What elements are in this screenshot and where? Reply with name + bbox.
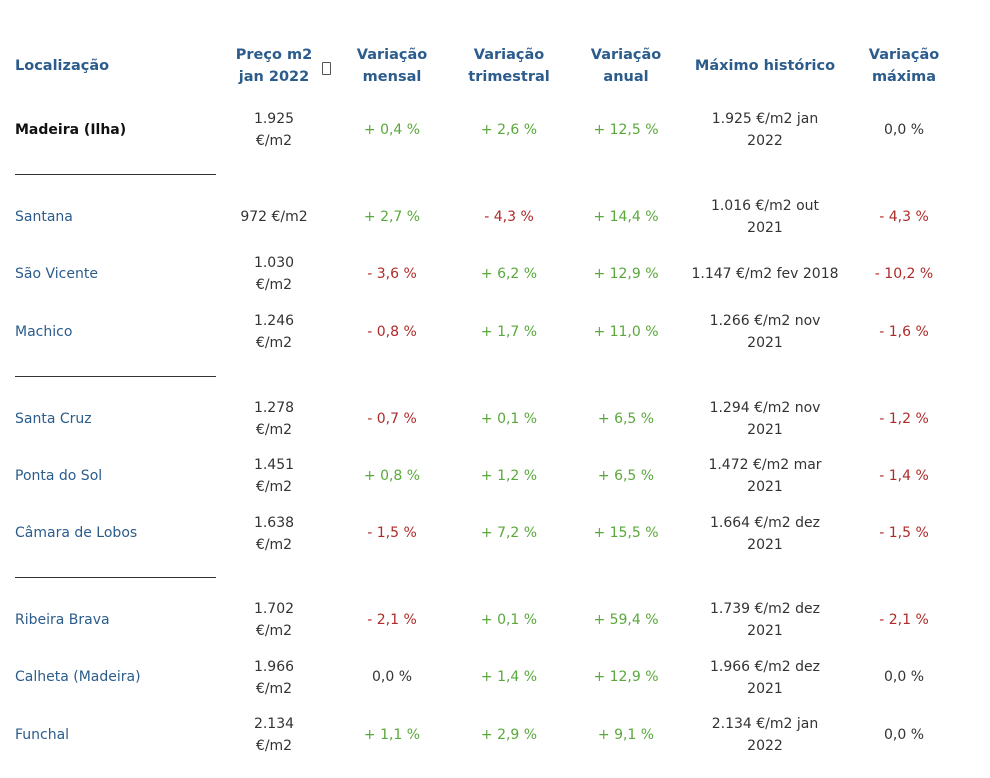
- monthly-cell: - 0,8 %: [367, 324, 417, 340]
- max-hist-cell: 1.294 €/m2 nov 2021: [709, 400, 821, 438]
- group-divider: [15, 174, 216, 175]
- max-var-cell: - 2,1 %: [879, 612, 929, 628]
- price-cell: 1.030 €/m2: [253, 255, 295, 293]
- col-header-monthly[interactable]: Variação mensal: [356, 47, 428, 85]
- location-name[interactable]: Câmara de Lobos: [15, 525, 138, 541]
- quarterly-cell: + 2,9 %: [480, 727, 538, 743]
- max-var-cell: - 1,5 %: [879, 525, 929, 541]
- max-hist-cell: 1.016 €/m2 out 2021: [710, 198, 820, 236]
- max-hist-cell: 2.134 €/m2 jan 2022: [711, 716, 819, 754]
- price-cell: 1.451 €/m2: [253, 457, 295, 495]
- location-name[interactable]: Ponta do Sol: [15, 468, 103, 484]
- price-cell: 1.278 €/m2: [253, 400, 295, 438]
- quarterly-cell: + 6,2 %: [480, 266, 538, 282]
- col-header-annual[interactable]: Variação anual: [590, 47, 662, 85]
- location-name[interactable]: Santana: [15, 209, 73, 225]
- monthly-cell: - 3,6 %: [367, 266, 417, 282]
- max-hist-cell: 1.739 €/m2 dez 2021: [710, 601, 820, 639]
- price-cell: 2.134 €/m2: [253, 716, 295, 754]
- max-hist-cell: 1.664 €/m2 dez 2021: [710, 515, 820, 553]
- location-name[interactable]: Funchal: [15, 727, 70, 743]
- annual-cell: + 11,0 %: [593, 324, 659, 340]
- price-cell: 1.246 €/m2: [253, 313, 295, 351]
- max-var-cell: 0,0 %: [883, 122, 925, 138]
- annual-cell: + 12,5 %: [593, 122, 659, 138]
- annual-cell: + 15,5 %: [593, 525, 659, 541]
- monthly-cell: + 0,8 %: [363, 468, 421, 484]
- max-var-cell: 0,0 %: [883, 669, 925, 685]
- location-name[interactable]: Calheta (Madeira): [15, 669, 141, 685]
- location-name[interactable]: Ribeira Brava: [15, 612, 110, 628]
- quarterly-cell: + 0,1 %: [480, 411, 538, 427]
- annual-cell: + 12,9 %: [593, 669, 659, 685]
- quarterly-cell: + 1,2 %: [480, 468, 538, 484]
- quarterly-cell: + 1,7 %: [480, 324, 538, 340]
- quarterly-cell: + 1,4 %: [480, 669, 538, 685]
- quarterly-cell: + 7,2 %: [480, 525, 538, 541]
- max-hist-cell: 1.147 €/m2 fev 2018: [691, 266, 839, 282]
- price-cell: 1.925 €/m2: [253, 111, 295, 149]
- location-name[interactable]: Santa Cruz: [15, 411, 92, 427]
- col-header-max-var[interactable]: Variação máxima: [868, 47, 940, 85]
- col-header-max-hist[interactable]: Máximo histórico: [694, 58, 836, 74]
- monthly-cell: - 2,1 %: [367, 612, 417, 628]
- annual-cell: + 6,5 %: [597, 411, 655, 427]
- max-var-cell: 0,0 %: [883, 727, 925, 743]
- price-cell: 1.638 €/m2: [253, 515, 295, 553]
- location-name[interactable]: Machico: [15, 324, 73, 340]
- price-cell: 1.702 €/m2: [253, 601, 295, 639]
- price-cell: 1.966 €/m2: [253, 659, 295, 697]
- col-header-quarterly[interactable]: Variação trimestral: [468, 47, 550, 85]
- monthly-cell: + 0,4 %: [363, 122, 421, 138]
- max-var-cell: - 10,2 %: [874, 266, 934, 282]
- location-name: Madeira (Ilha): [15, 122, 127, 138]
- quarterly-cell: + 2,6 %: [480, 122, 538, 138]
- col-header-location[interactable]: Localização: [15, 58, 110, 74]
- location-name[interactable]: São Vicente: [15, 266, 98, 282]
- monthly-cell: - 1,5 %: [367, 525, 417, 541]
- quarterly-cell: + 0,1 %: [480, 612, 538, 628]
- annual-cell: + 14,4 %: [593, 209, 659, 225]
- max-var-cell: - 4,3 %: [879, 209, 929, 225]
- monthly-cell: + 1,1 %: [363, 727, 421, 743]
- max-var-cell: - 1,4 %: [879, 468, 929, 484]
- sort-icon[interactable]: [322, 62, 331, 75]
- monthly-cell: - 0,7 %: [367, 411, 417, 427]
- monthly-cell: + 2,7 %: [363, 209, 421, 225]
- price-cell: 972 €/m2: [240, 209, 308, 225]
- annual-cell: + 9,1 %: [597, 727, 655, 743]
- group-divider: [15, 376, 216, 377]
- monthly-cell: 0,0 %: [371, 669, 413, 685]
- max-hist-cell: 1.472 €/m2 mar 2021: [708, 457, 822, 495]
- max-var-cell: - 1,2 %: [879, 411, 929, 427]
- max-var-cell: - 1,6 %: [879, 324, 929, 340]
- max-hist-cell: 1.266 €/m2 nov 2021: [709, 313, 821, 351]
- group-divider: [15, 577, 216, 578]
- annual-cell: + 59,4 %: [593, 612, 659, 628]
- annual-cell: + 12,9 %: [593, 266, 659, 282]
- annual-cell: + 6,5 %: [597, 468, 655, 484]
- quarterly-cell: - 4,3 %: [484, 209, 534, 225]
- max-hist-cell: 1.966 €/m2 dez 2021: [710, 659, 820, 697]
- max-hist-cell: 1.925 €/m2 jan 2022: [711, 111, 819, 149]
- col-header-price[interactable]: Preço m2 jan 2022: [235, 47, 313, 85]
